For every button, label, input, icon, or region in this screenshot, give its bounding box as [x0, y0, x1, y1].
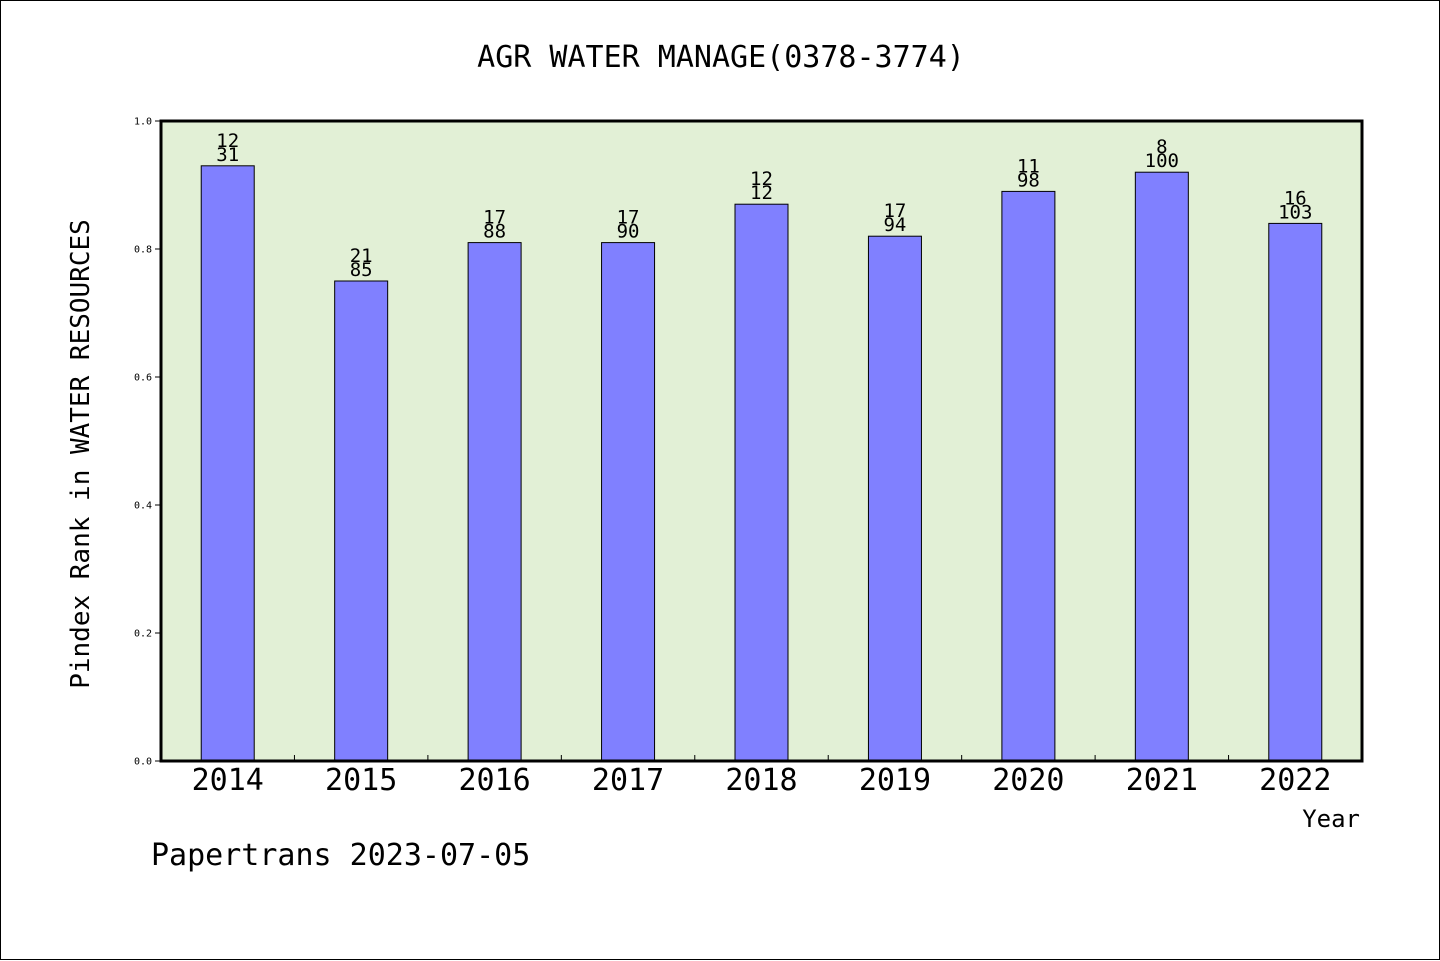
y-axis-label: Pindex Rank in WATER RESOURCES — [66, 219, 96, 689]
total-label-2014: 31 — [216, 144, 239, 166]
bar-2015 — [334, 280, 389, 762]
x-tick-label-2017: 2017 — [592, 763, 664, 798]
rank-label-2021: 8 — [1156, 136, 1167, 158]
bar-2018 — [734, 203, 789, 762]
bar-2016 — [467, 242, 522, 762]
total-label-2017: 90 — [617, 221, 640, 243]
total-label-2018: 12 — [750, 182, 773, 204]
bar-2022 — [1268, 222, 1323, 762]
rank-label-2014: 12 — [216, 130, 239, 152]
y-tick-label-1.0: 1.0 — [134, 117, 152, 128]
x-axis-label: Year — [1302, 805, 1360, 833]
bar-2017 — [601, 242, 656, 762]
rank-label-2018: 12 — [750, 168, 773, 190]
total-label-2022: 103 — [1278, 201, 1312, 223]
total-label-2021: 100 — [1145, 150, 1179, 172]
x-tick-label-2019: 2019 — [859, 763, 931, 798]
x-tick-label-2020: 2020 — [992, 763, 1064, 798]
chart-title: AGR WATER MANAGE(0378-3774) — [477, 40, 965, 75]
rank-label-2016: 17 — [483, 207, 506, 229]
y-tick-label-0.6: 0.6 — [134, 373, 152, 384]
bar-2019 — [867, 235, 922, 762]
bar-2021 — [1134, 171, 1189, 762]
y-tick-label-0.2: 0.2 — [134, 629, 152, 640]
total-label-2019: 94 — [883, 214, 906, 236]
rank-label-2015: 21 — [350, 245, 373, 267]
x-tick-label-2016: 2016 — [458, 763, 530, 798]
rank-label-2020: 11 — [1017, 155, 1040, 177]
plot-border — [159, 119, 1364, 763]
axes-group: 2014 2015 2016 2017 2018 2019 2020 2021 2022 0.0 0… — [134, 117, 1331, 799]
y-tick-label-0.4: 0.4 — [134, 501, 152, 512]
total-label-2016: 88 — [483, 221, 506, 243]
bar-2014 — [200, 165, 255, 762]
x-tick-label-2021: 2021 — [1126, 763, 1198, 798]
footer-text: Papertrans 2023-07-05 — [151, 838, 530, 873]
bar-2020 — [1001, 190, 1056, 762]
x-tick-label-2015: 2015 — [325, 763, 397, 798]
rank-label-2017: 17 — [617, 207, 640, 229]
x-tick-label-2022: 2022 — [1259, 763, 1331, 798]
y-tick-label-0.8: 0.8 — [134, 245, 152, 256]
rank-label-2019: 17 — [883, 200, 906, 222]
x-tick-label-2014: 2014 — [192, 763, 264, 798]
rank-label-2022: 16 — [1284, 187, 1307, 209]
y-tick-label-0.0: 0.0 — [134, 757, 152, 768]
x-tick-label-2018: 2018 — [725, 763, 797, 798]
bars-group — [200, 165, 1323, 762]
total-label-2015: 85 — [350, 259, 373, 281]
total-label-2020: 98 — [1017, 169, 1040, 191]
